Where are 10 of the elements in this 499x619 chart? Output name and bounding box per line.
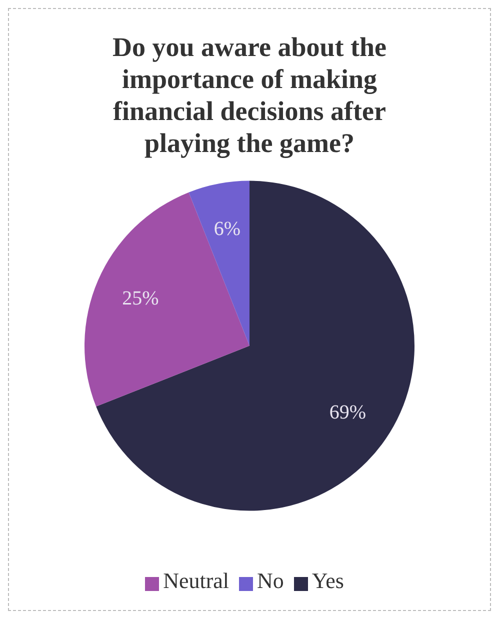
pie-slice bbox=[84, 192, 250, 407]
data-label: 25% bbox=[122, 288, 159, 310]
pie-slice bbox=[96, 180, 414, 511]
legend-label: Yes bbox=[312, 568, 344, 593]
legend-label: Neutral bbox=[163, 568, 230, 593]
legend-label: No bbox=[257, 568, 284, 593]
chart-title: Do you aware about the importance of making financial decisions after playing the game? bbox=[111, 31, 388, 159]
data-label: 69% bbox=[329, 402, 366, 424]
pie-slice bbox=[188, 180, 250, 346]
data-label: 6% bbox=[214, 218, 241, 240]
